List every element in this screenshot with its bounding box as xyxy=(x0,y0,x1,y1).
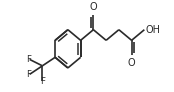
Text: O: O xyxy=(128,58,135,68)
Text: O: O xyxy=(90,2,97,12)
Text: F: F xyxy=(27,55,32,64)
Text: F: F xyxy=(27,70,32,79)
Text: F: F xyxy=(40,77,45,86)
Text: OH: OH xyxy=(145,25,160,35)
